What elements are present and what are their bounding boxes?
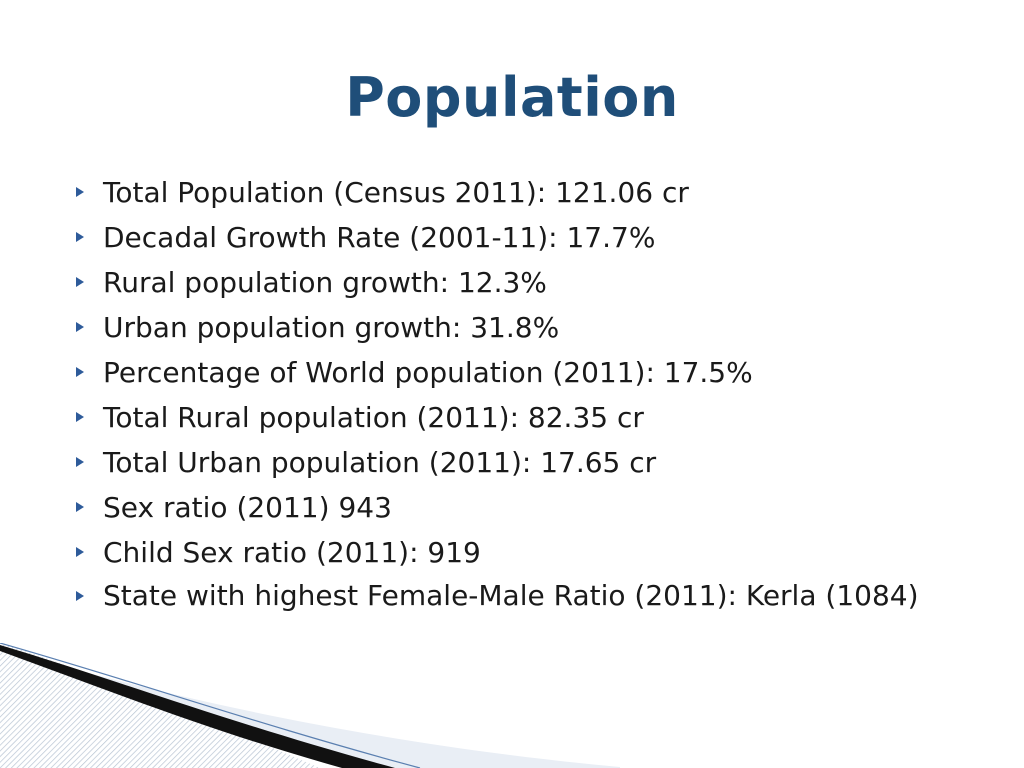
triangle-bullet-icon <box>76 232 84 242</box>
bullet-item: State with highest Female-Male Ratio (20… <box>72 575 932 617</box>
bullet-text: Percentage of World population (2011): 1… <box>103 356 753 389</box>
bullet-item: Total Rural population (2011): 82.35 cr <box>72 395 932 440</box>
triangle-bullet-icon <box>76 457 84 467</box>
triangle-bullet-icon <box>76 412 84 422</box>
bullet-item: Total Population (Census 2011): 121.06 c… <box>72 170 932 215</box>
bullet-item: Child Sex ratio (2011): 919 <box>72 530 932 575</box>
bullet-text: Sex ratio (2011) 943 <box>103 491 392 524</box>
bullet-item: Sex ratio (2011) 943 <box>72 485 932 530</box>
bullet-item: Percentage of World population (2011): 1… <box>72 350 932 395</box>
bullet-text: Child Sex ratio (2011): 919 <box>103 536 481 569</box>
bullet-item: Total Urban population (2011): 17.65 cr <box>72 440 932 485</box>
bullet-text: Rural population growth: 12.3% <box>103 266 547 299</box>
bullet-text: Urban population growth: 31.8% <box>103 311 560 344</box>
triangle-bullet-icon <box>76 502 84 512</box>
triangle-bullet-icon <box>76 277 84 287</box>
bullet-item: Rural population growth: 12.3% <box>72 260 932 305</box>
triangle-bullet-icon <box>76 591 84 601</box>
bullet-item: Urban population growth: 31.8% <box>72 305 932 350</box>
dark-swoosh <box>0 645 395 768</box>
triangle-bullet-icon <box>76 547 84 557</box>
triangle-bullet-icon <box>76 322 84 332</box>
triangle-bullet-icon <box>76 367 84 377</box>
slide-title: Population <box>345 66 679 129</box>
triangle-bullet-icon <box>76 187 84 197</box>
bullet-text: Total Rural population (2011): 82.35 cr <box>103 401 644 434</box>
bullet-text: Total Population (Census 2011): 121.06 c… <box>103 176 689 209</box>
blue-accent-line <box>0 643 421 768</box>
light-swoosh <box>10 651 620 768</box>
bullet-list: Total Population (Census 2011): 121.06 c… <box>72 170 932 617</box>
bullet-item: Decadal Growth Rate (2001-11): 17.7% <box>72 215 932 260</box>
bullet-text: Total Urban population (2011): 17.65 cr <box>103 446 657 479</box>
slide-corner-decoration <box>0 643 620 768</box>
bullet-text: State with highest Female-Male Ratio (20… <box>103 579 919 612</box>
bullet-text: Decadal Growth Rate (2001-11): 17.7% <box>103 221 656 254</box>
